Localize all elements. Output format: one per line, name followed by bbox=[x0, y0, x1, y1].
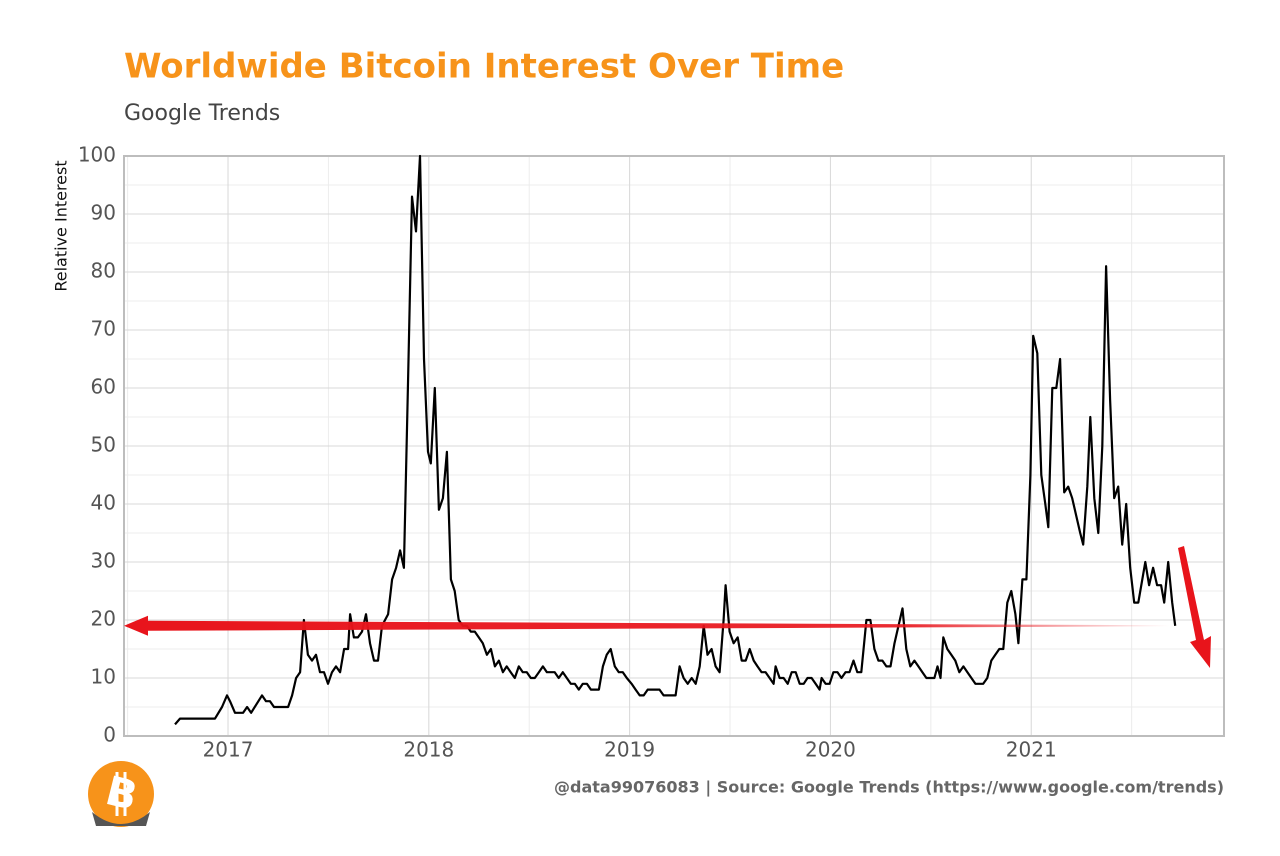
y-tick-label: 50 bbox=[91, 433, 116, 457]
x-tick-label: 2017 bbox=[203, 738, 254, 762]
chart-subtitle: Google Trends bbox=[124, 101, 280, 126]
x-tick-label: 2020 bbox=[805, 738, 856, 762]
reference-arrow bbox=[124, 615, 1170, 636]
y-tick-label: 40 bbox=[91, 491, 116, 515]
y-tick-label: 30 bbox=[91, 549, 116, 573]
y-tick-label: 10 bbox=[91, 665, 116, 689]
y-tick-label: 70 bbox=[91, 317, 116, 341]
x-tick-label: 2019 bbox=[604, 738, 655, 762]
y-tick-label: 80 bbox=[91, 259, 116, 283]
x-tick-label: 2018 bbox=[403, 738, 454, 762]
source-footer: @data99076083 | Source: Google Trends (h… bbox=[554, 778, 1224, 798]
y-tick-label: 60 bbox=[91, 375, 116, 399]
y-tick-label: 90 bbox=[91, 201, 116, 225]
y-tick-label: 100 bbox=[78, 143, 116, 167]
x-tick-label: 2021 bbox=[1006, 738, 1057, 762]
y-tick-label: 0 bbox=[103, 723, 116, 747]
y-tick-label: 20 bbox=[91, 607, 116, 631]
bitcoin-logo: B bbox=[88, 761, 154, 827]
y-axis-label: Relative Interest bbox=[52, 160, 71, 291]
plot-border bbox=[123, 155, 1225, 737]
down-arrow bbox=[1178, 546, 1211, 668]
logo-circle bbox=[88, 761, 154, 827]
logo-base bbox=[92, 812, 150, 826]
plot-area: 0 10 20 30 40 50 60 70 80 90 100 2017 2018 2019 2020 20… bbox=[78, 143, 1225, 762]
chart-title: Worldwide Bitcoin Interest Over Time bbox=[124, 47, 844, 87]
data-line bbox=[174, 154, 1177, 726]
